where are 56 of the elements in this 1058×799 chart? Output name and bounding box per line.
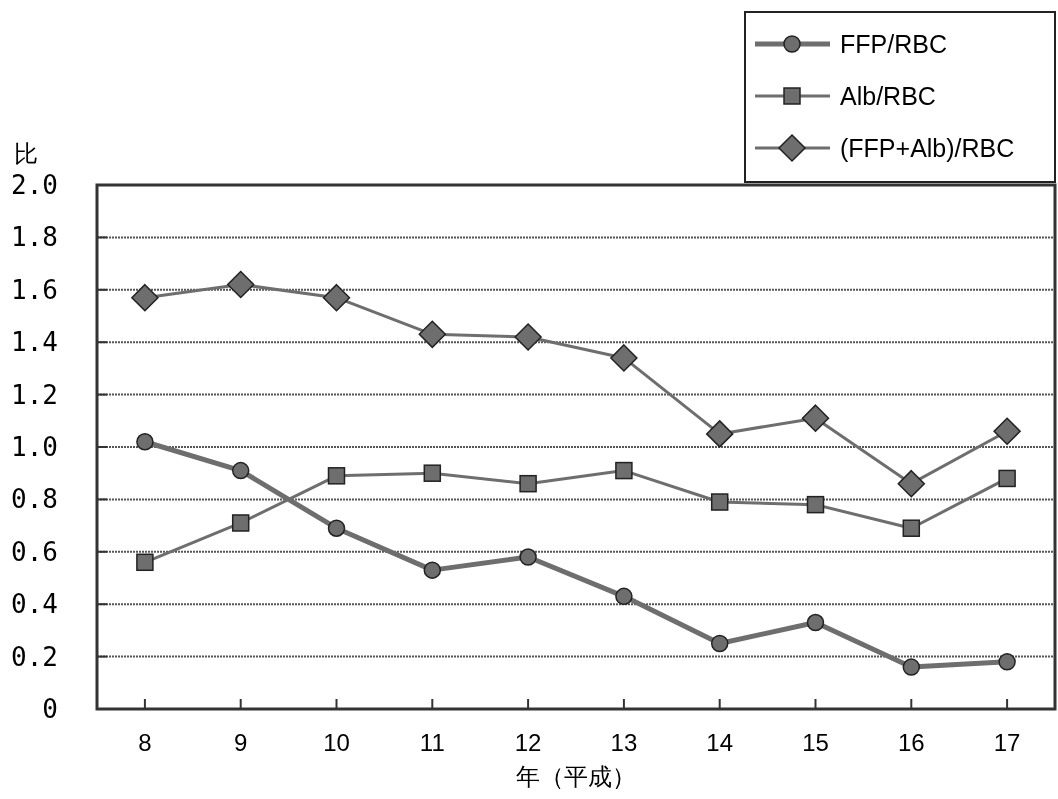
x-tick-label: 17 <box>993 729 1021 756</box>
point <box>519 548 537 566</box>
y-axis-title: 比 <box>14 140 38 167</box>
y-tick-label: 1.6 <box>11 274 58 305</box>
point <box>327 467 346 485</box>
point <box>615 461 633 480</box>
point <box>806 613 825 632</box>
x-tick-label: 9 <box>234 729 248 756</box>
point <box>131 283 159 312</box>
point <box>519 474 537 493</box>
point <box>998 653 1016 671</box>
point <box>615 587 633 606</box>
x-tick-label: 15 <box>802 729 829 756</box>
point <box>423 561 442 579</box>
x-axis-title: 年（平成） <box>516 763 636 790</box>
point <box>322 283 351 312</box>
y-tick-label: 0 <box>42 694 58 724</box>
x-tick-label: 10 <box>323 729 350 756</box>
point <box>610 344 638 372</box>
legend-label: (FFP+Alb)/RBC <box>840 134 1015 162</box>
legend-label: FFP/RBC <box>840 30 947 58</box>
x-tick-label: 14 <box>706 729 734 756</box>
point <box>226 270 255 299</box>
legend-label: Alb/RBC <box>840 82 936 110</box>
point <box>902 519 921 537</box>
point <box>998 469 1016 488</box>
y-tick-label: 2.0 <box>11 170 58 200</box>
y-tick-label: 1.0 <box>11 432 58 462</box>
y-tick-label: 1.8 <box>11 222 58 253</box>
x-tick-label: 12 <box>514 729 542 756</box>
point <box>514 323 542 351</box>
point <box>801 404 830 432</box>
y-tick-label: 1.4 <box>11 327 58 358</box>
x-tick-label: 13 <box>610 729 638 756</box>
point <box>231 461 250 480</box>
point <box>423 464 442 482</box>
x-tick-label: 11 <box>419 729 445 756</box>
point <box>710 634 729 653</box>
point <box>897 469 926 498</box>
point <box>327 519 346 537</box>
point <box>710 493 729 511</box>
point <box>993 417 1021 446</box>
y-tick-label: 0.6 <box>11 536 58 567</box>
point <box>231 514 250 532</box>
x-tick-label: 8 <box>138 729 152 756</box>
point <box>418 320 447 349</box>
point <box>806 495 825 514</box>
y-tick-label: 1.2 <box>11 379 58 410</box>
point <box>136 433 154 451</box>
x-tick-label: 16 <box>897 729 925 756</box>
point <box>902 658 921 676</box>
y-tick-label: 0.2 <box>11 641 58 672</box>
point <box>705 420 734 448</box>
point <box>136 553 154 572</box>
y-tick-label: 0.4 <box>11 589 58 620</box>
y-tick-label: 0.8 <box>11 484 58 515</box>
